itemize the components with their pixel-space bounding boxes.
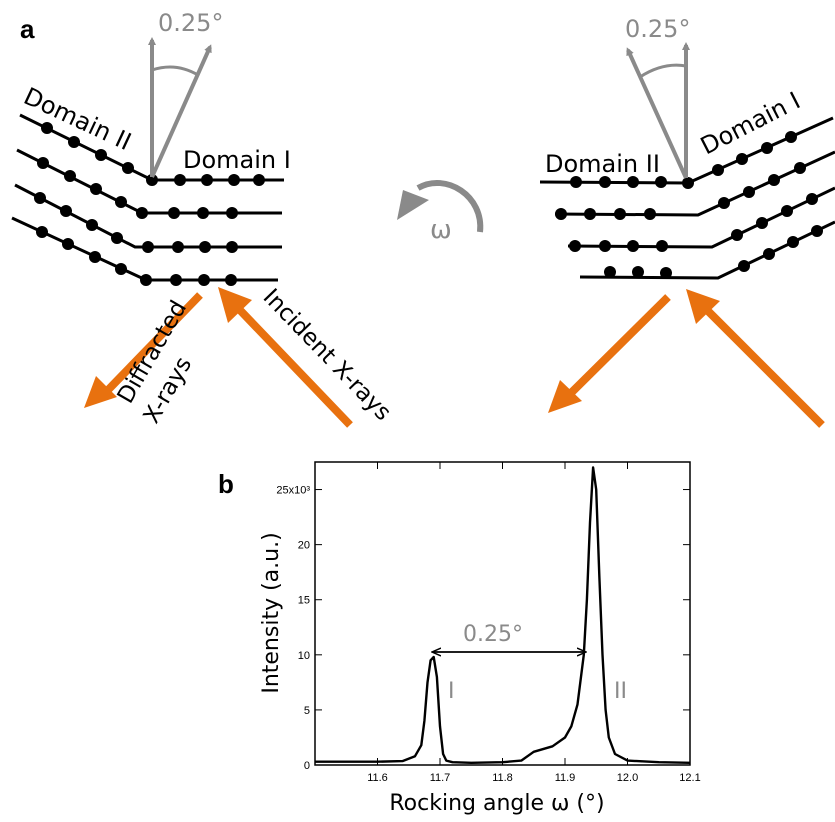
y-tick-label: 0 [304, 760, 310, 772]
right-angle-label: 0.25° [625, 15, 690, 43]
panel-b-label: b [218, 469, 234, 499]
left-angle-arrows [148, 37, 212, 178]
x-tick-label: 11.9 [555, 772, 576, 784]
left-incident-arrowhead [218, 287, 252, 323]
left-lattice [11, 113, 284, 282]
y-axis-label: Intensity (a.u.) [259, 532, 284, 693]
y-tick-label: 25x10³ [276, 485, 310, 497]
x-tick-label: 12.0 [617, 772, 638, 784]
right-diffracted-arrowhead [548, 380, 582, 413]
left-angle-label: 0.25° [158, 9, 223, 37]
x-tick-label: 12.1 [679, 772, 700, 784]
intensity-curve [315, 466, 691, 764]
x-tick-label: 11.6 [367, 772, 388, 784]
right-tilted-arrow [626, 47, 688, 179]
right-incident-arrowhead [686, 289, 720, 324]
left-diffracted-arrowhead [84, 376, 117, 408]
rotation-indicator: ω [397, 180, 484, 245]
right-domain-ii-label: Domain II [545, 150, 660, 178]
right-lattice-row-4 [579, 220, 835, 280]
right-domain-i-label: Domain I [696, 86, 805, 160]
left-tilted-arrow [150, 44, 212, 178]
panel-a-label: a [20, 14, 35, 44]
rotation-omega-label: ω [430, 215, 452, 245]
plot-frame [314, 461, 691, 766]
right-angle-arrows [626, 42, 690, 179]
left-incident-beam [234, 304, 353, 428]
left-domain-i-label: Domain I [183, 146, 291, 174]
separation-label: 0.25° [463, 622, 523, 647]
right-diffracted-beam [569, 294, 671, 395]
right-lattice-row-2 [554, 150, 835, 217]
rocking-curve-chart: 11.6 11.7 11.8 11.9 12.0 12.1 0 5 10 15 20 25x10³ [276, 461, 701, 784]
right-lattice-atoms [555, 131, 823, 279]
rotation-arrowhead [397, 190, 429, 220]
y-tick-label: 5 [304, 705, 310, 717]
right-angle-arc [639, 63, 687, 79]
rotation-arc [416, 180, 484, 233]
right-incident-beam [702, 305, 825, 428]
left-lattice-atoms [34, 122, 265, 286]
x-axis-label: Rocking angle ω (°) [389, 791, 604, 816]
peak-ii-label: II [614, 679, 627, 704]
x-tick-label: 11.7 [430, 772, 451, 784]
right-beams [548, 289, 825, 428]
left-beams [84, 287, 353, 428]
right-lattice-row-3 [567, 186, 835, 249]
y-tick-label: 20 [298, 540, 310, 552]
left-angle-arc [151, 65, 199, 77]
y-tick-label: 15 [298, 595, 310, 607]
y-tick-label: 10 [298, 650, 310, 662]
left-diffracted-beam [105, 292, 203, 393]
x-tick-label: 11.8 [492, 772, 513, 784]
peak-i-label: I [448, 679, 455, 704]
